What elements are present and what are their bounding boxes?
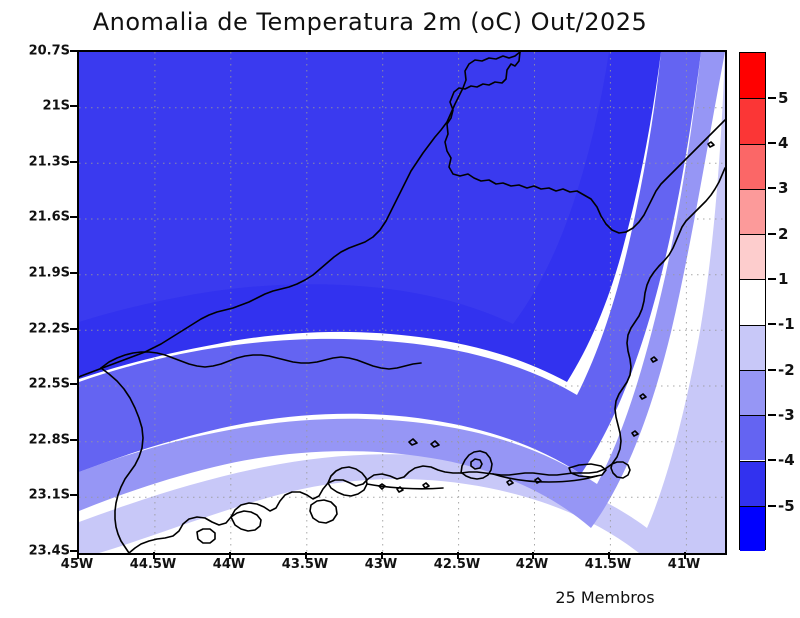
lon-label: 45W <box>60 557 94 572</box>
lat-label: 23.4S <box>28 543 70 559</box>
colorbar-tick <box>768 414 776 416</box>
lat-tick <box>70 105 77 107</box>
colorbar-tick <box>768 97 776 99</box>
colorbar-divider <box>740 460 765 462</box>
lat-label: 22.2S <box>28 321 70 337</box>
lat-label: 21.9S <box>28 265 70 281</box>
lat-tick <box>70 328 77 330</box>
colorbar-divider <box>740 324 765 326</box>
lon-tick <box>457 552 459 559</box>
lon-label: 43.5W <box>281 557 329 572</box>
page-title: Anomalia de Temperatura 2m (oC) Out/2025 <box>92 8 648 36</box>
colorbar-label: 1 <box>778 270 789 288</box>
lon-label: 41.5W <box>584 557 632 572</box>
lon-tick <box>229 552 231 559</box>
colorbar-label: -5 <box>778 497 795 515</box>
lat-tick <box>70 272 77 274</box>
lat-tick <box>70 550 77 552</box>
colorbar-divider <box>740 415 765 417</box>
colorbar-band <box>740 143 765 189</box>
colorbar-tick <box>768 142 776 144</box>
colorbar-label: -4 <box>778 451 795 469</box>
lon-label: 43W <box>364 557 398 572</box>
colorbar-tick <box>768 459 776 461</box>
map-plot-area <box>77 50 727 555</box>
lat-tick <box>70 50 77 52</box>
colorbar-divider <box>740 143 765 145</box>
lon-tick <box>684 552 686 559</box>
colorbar-divider <box>740 505 765 507</box>
lon-tick <box>381 552 383 559</box>
lat-label: 20.7S <box>28 43 70 59</box>
colorbar-divider <box>740 369 765 371</box>
colorbar-band <box>740 369 765 416</box>
lat-tick <box>70 439 77 441</box>
lon-tick <box>608 552 610 559</box>
ensemble-members-note: 25 Membros <box>555 588 655 607</box>
colorbar-tick <box>768 323 776 325</box>
lon-label: 44W <box>212 557 246 572</box>
colorbar-label: -2 <box>778 361 795 379</box>
lon-tick <box>305 552 307 559</box>
colorbar <box>739 52 766 551</box>
colorbar-band <box>740 234 765 280</box>
lat-label: 21S <box>42 98 70 114</box>
lat-label: 21.6S <box>28 209 70 225</box>
colorbar-label: 3 <box>778 179 789 197</box>
lat-tick <box>70 161 77 163</box>
colorbar-divider <box>740 188 765 190</box>
lon-label: 44.5W <box>129 557 177 572</box>
lat-tick <box>70 216 77 218</box>
lat-label: 22.8S <box>28 432 70 448</box>
colorbar-divider <box>740 98 765 100</box>
colorbar-tick <box>768 278 776 280</box>
colorbar-tick <box>768 233 776 235</box>
colorbar-band <box>740 279 765 325</box>
colorbar-tick <box>768 369 776 371</box>
lat-label: 23.1S <box>28 487 70 503</box>
lat-tick <box>70 383 77 385</box>
lat-label: 21.3S <box>28 154 70 170</box>
colorbar-label: -3 <box>778 406 795 424</box>
colorbar-label: -1 <box>778 315 795 333</box>
colorbar-label: 4 <box>778 134 789 152</box>
colorbar-tick <box>768 505 776 507</box>
lon-label: 42W <box>515 557 549 572</box>
anomaly-field <box>79 52 725 553</box>
colorbar-band <box>740 505 765 551</box>
lon-tick <box>532 552 534 559</box>
colorbar-band <box>740 324 765 370</box>
colorbar-label: 5 <box>778 89 789 107</box>
coastline-and-borders <box>79 52 725 553</box>
colorbar-band <box>740 53 765 99</box>
colorbar-tick <box>768 187 776 189</box>
lon-tick <box>153 552 155 559</box>
filled-contour-bands <box>79 52 725 553</box>
lon-label: 41W <box>667 557 701 572</box>
colorbar-band <box>740 460 765 506</box>
lat-label: 22.5S <box>28 376 70 392</box>
lon-tick <box>77 552 79 559</box>
latitude-axis: 20.7S 21S 21.3S 21.6S 21.9S 22.2S 22.5S … <box>0 0 70 618</box>
colorbar-band <box>740 98 765 144</box>
lon-label: 42.5W <box>433 557 481 572</box>
colorbar-band <box>740 415 765 461</box>
lat-tick <box>70 494 77 496</box>
colorbar-label: 2 <box>778 225 789 243</box>
colorbar-divider <box>740 279 765 281</box>
colorbar-band <box>740 188 765 235</box>
colorbar-divider <box>740 234 765 236</box>
